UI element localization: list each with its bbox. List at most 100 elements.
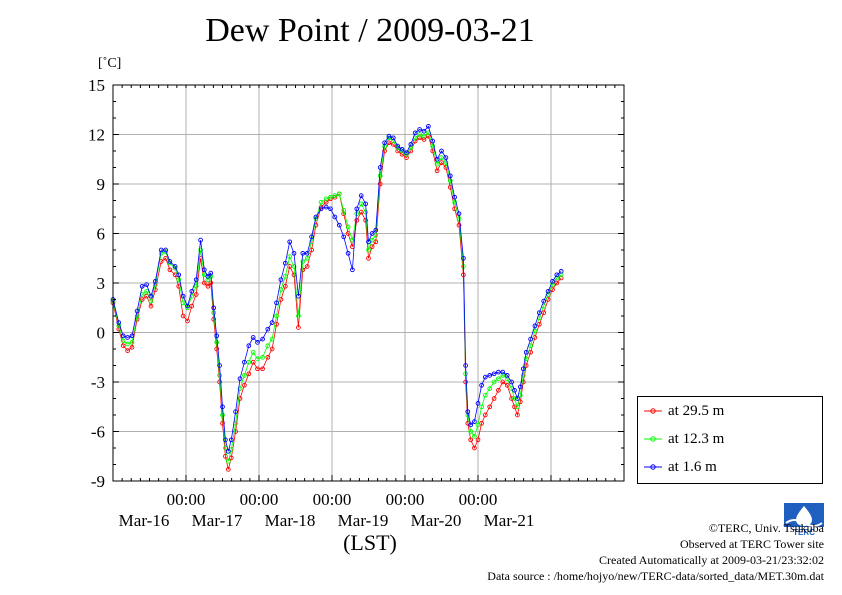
data-point: [550, 279, 555, 284]
data-point: [541, 310, 547, 316]
data-point: [363, 201, 368, 207]
data-point: [443, 155, 449, 160]
data-point: [158, 247, 164, 253]
data-point: [430, 143, 436, 149]
data-point: [487, 386, 493, 391]
data-point: [198, 237, 203, 243]
data-point: [242, 359, 247, 365]
legend-entry-1-6m: at 1.6 m: [644, 457, 717, 477]
data-point: [468, 422, 474, 428]
data-point: [408, 142, 414, 147]
data-point: [354, 206, 360, 212]
data-point: [496, 387, 501, 393]
x-tick-time-label: 00:00: [313, 490, 352, 509]
data-point: [296, 325, 301, 330]
data-point: [189, 303, 195, 309]
data-point: [479, 404, 484, 410]
data-point: [336, 222, 342, 228]
data-point: [228, 437, 234, 443]
credit-observed: Observed at TERC Tower site: [679, 537, 824, 551]
data-point: [421, 128, 427, 134]
data-point: [237, 386, 243, 391]
y-tick-label: 12: [88, 126, 105, 145]
y-tick-label: -3: [91, 373, 105, 392]
data-point: [148, 293, 154, 299]
data-point: [125, 335, 130, 340]
y-tick-label: 0: [97, 324, 106, 343]
data-point: [434, 156, 440, 162]
y-axis-unit-label: [˚C]: [98, 56, 122, 71]
data-point: [304, 264, 310, 269]
data-point: [198, 247, 203, 253]
data-point: [373, 227, 379, 233]
data-point: [255, 366, 260, 372]
data-point: [373, 239, 379, 245]
data-point: [472, 419, 477, 424]
x-tick-time-label: 00:00: [167, 490, 206, 509]
data-point: [223, 437, 228, 443]
data-point: [487, 404, 493, 410]
data-point: [363, 217, 368, 223]
legend-label-1-6m: at 1.6 m: [668, 458, 717, 475]
data-point: [439, 148, 444, 154]
data-point: [205, 283, 211, 289]
data-point: [475, 437, 481, 443]
data-point: [390, 135, 396, 141]
data-point: [282, 283, 288, 289]
data-point: [354, 217, 360, 223]
data-point: [515, 396, 520, 401]
data-point: [139, 283, 145, 289]
data-point: [152, 279, 158, 284]
data-point: [189, 288, 195, 294]
data-point: [246, 359, 252, 365]
data-point: [554, 272, 560, 278]
series-line: [112, 132, 562, 462]
data-point: [504, 382, 510, 388]
data-point: [439, 155, 444, 160]
data-point: [163, 247, 168, 253]
data-point: [482, 412, 488, 418]
data-point: [523, 363, 529, 368]
data-point: [237, 396, 243, 401]
data-point: [300, 259, 306, 264]
data-point: [328, 194, 333, 200]
y-tick-label: -9: [91, 472, 105, 491]
data-point: [152, 287, 158, 292]
data-point: [496, 369, 501, 375]
series-2: [110, 123, 564, 454]
data-point: [500, 379, 506, 385]
data-point: [323, 196, 329, 202]
data-point: [125, 348, 130, 353]
data-point: [386, 133, 392, 139]
data-point: [237, 376, 243, 382]
data-point: [434, 161, 440, 167]
series-0: [110, 133, 564, 472]
data-point: [369, 231, 375, 236]
series-line: [112, 125, 562, 452]
data-point: [193, 283, 199, 289]
data-point: [274, 313, 279, 319]
data-point: [447, 178, 453, 184]
credit-copyright: ©TERC, Univ. Tsukuba: [708, 521, 824, 535]
y-tick-label: 3: [97, 274, 106, 293]
y-tick-label: 6: [97, 225, 106, 244]
data-point: [189, 293, 195, 299]
data-point: [129, 345, 135, 350]
data-point: [426, 123, 431, 129]
data-point: [116, 323, 122, 329]
data-point: [404, 150, 409, 156]
x-axis-label: (LST): [343, 530, 397, 555]
data-point: [434, 168, 440, 174]
data-point: [491, 371, 497, 377]
data-point: [382, 148, 387, 154]
data-point: [214, 333, 220, 339]
y-tick-label: 15: [88, 76, 105, 95]
data-point: [201, 267, 207, 273]
x-tick-date-label: Mar-19: [338, 511, 389, 530]
data-point: [233, 429, 238, 434]
data-point: [395, 148, 401, 154]
data-point: [382, 140, 387, 146]
data-point: [246, 343, 252, 349]
series-1: [110, 130, 564, 464]
data-point: [217, 373, 222, 378]
